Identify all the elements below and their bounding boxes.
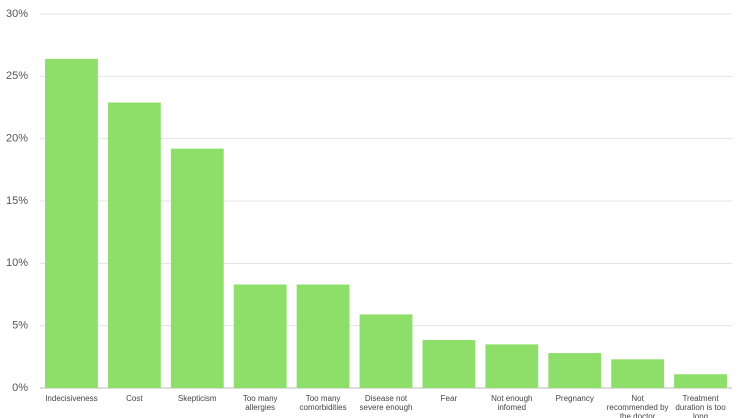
- bar: [170, 148, 224, 388]
- y-tick-label: 30%: [6, 8, 28, 20]
- bar: [674, 374, 727, 388]
- y-tick-label: 5%: [12, 320, 28, 332]
- bar: [611, 359, 665, 388]
- y-tick-label: 25%: [6, 70, 28, 82]
- x-tick-label: Not enough infomed: [491, 394, 533, 412]
- x-tick-label: Fear: [440, 394, 458, 403]
- x-tick-label: Indecisiveness: [45, 394, 98, 403]
- bar: [233, 284, 287, 388]
- x-tick-label: Treatment duration is too long: [675, 394, 726, 418]
- x-tick-label: Too many allergies: [242, 394, 278, 412]
- bar: [422, 340, 476, 388]
- y-tick-label: 20%: [6, 133, 28, 145]
- y-tick-label: 10%: [6, 257, 28, 269]
- bar: [45, 58, 98, 388]
- x-tick-label: Skepticism: [177, 394, 217, 403]
- x-tick-label: Not recommended by the doctor: [606, 394, 669, 418]
- bar: [107, 102, 161, 388]
- y-tick-label: 15%: [6, 195, 28, 207]
- bar: [359, 314, 413, 388]
- x-tick-label: Cost: [126, 394, 143, 403]
- bar: [485, 344, 539, 388]
- x-tick-label: Too many comorbidities: [299, 394, 347, 412]
- bar: [296, 284, 350, 388]
- x-tick-label: Pregnancy: [555, 394, 594, 403]
- y-tick-label: 0%: [12, 382, 28, 394]
- x-tick-label: Disease not severe enough: [359, 394, 413, 412]
- bar: [548, 353, 602, 388]
